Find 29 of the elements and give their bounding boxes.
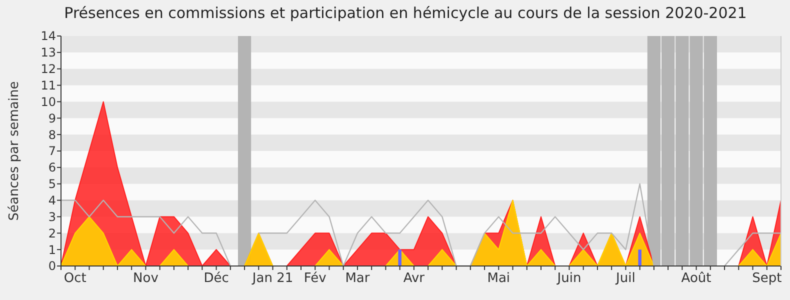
y-tick-label: 9 <box>48 111 56 126</box>
chart-title: Présences en commissions et participation en hémicycle au cours de la session 2020-2021 <box>64 4 747 22</box>
y-tick-label: 11 <box>40 78 56 92</box>
y-tick-label: 1 <box>48 242 56 257</box>
y-tick-label: 13 <box>40 46 56 60</box>
y-tick-label: 7 <box>48 144 56 158</box>
x-tick-label: Août <box>681 271 712 286</box>
y-tick-label: 3 <box>48 210 56 224</box>
y-tick-label: 6 <box>48 160 56 175</box>
x-tick-label: Oct <box>64 271 86 286</box>
y-tick-label: 2 <box>48 226 56 240</box>
x-tick-label: Déc <box>204 271 229 286</box>
x-tick-label: Mar <box>345 271 370 286</box>
x-tick-label: Juin <box>556 271 582 286</box>
y-tick-label: 0 <box>48 259 56 274</box>
y-tick-label: 8 <box>48 128 56 142</box>
y-tick-label: 10 <box>40 94 56 109</box>
y-tick-label: 14 <box>40 29 56 44</box>
y-tick-label: 5 <box>48 177 56 192</box>
x-tick-label: Fév <box>304 271 327 286</box>
x-tick-label: Sept <box>752 271 782 286</box>
x-tick-label: Avr <box>403 271 426 286</box>
x-tick-label: Juil <box>615 271 636 286</box>
x-tick-label: Mai <box>487 271 510 286</box>
x-tick-label: Nov <box>133 271 159 286</box>
y-tick-label: 12 <box>40 62 56 76</box>
y-tick-label: 4 <box>48 193 56 208</box>
x-tick-label: Jan 21 <box>251 271 294 286</box>
y-axis-title: Séances par semaine <box>7 81 22 221</box>
